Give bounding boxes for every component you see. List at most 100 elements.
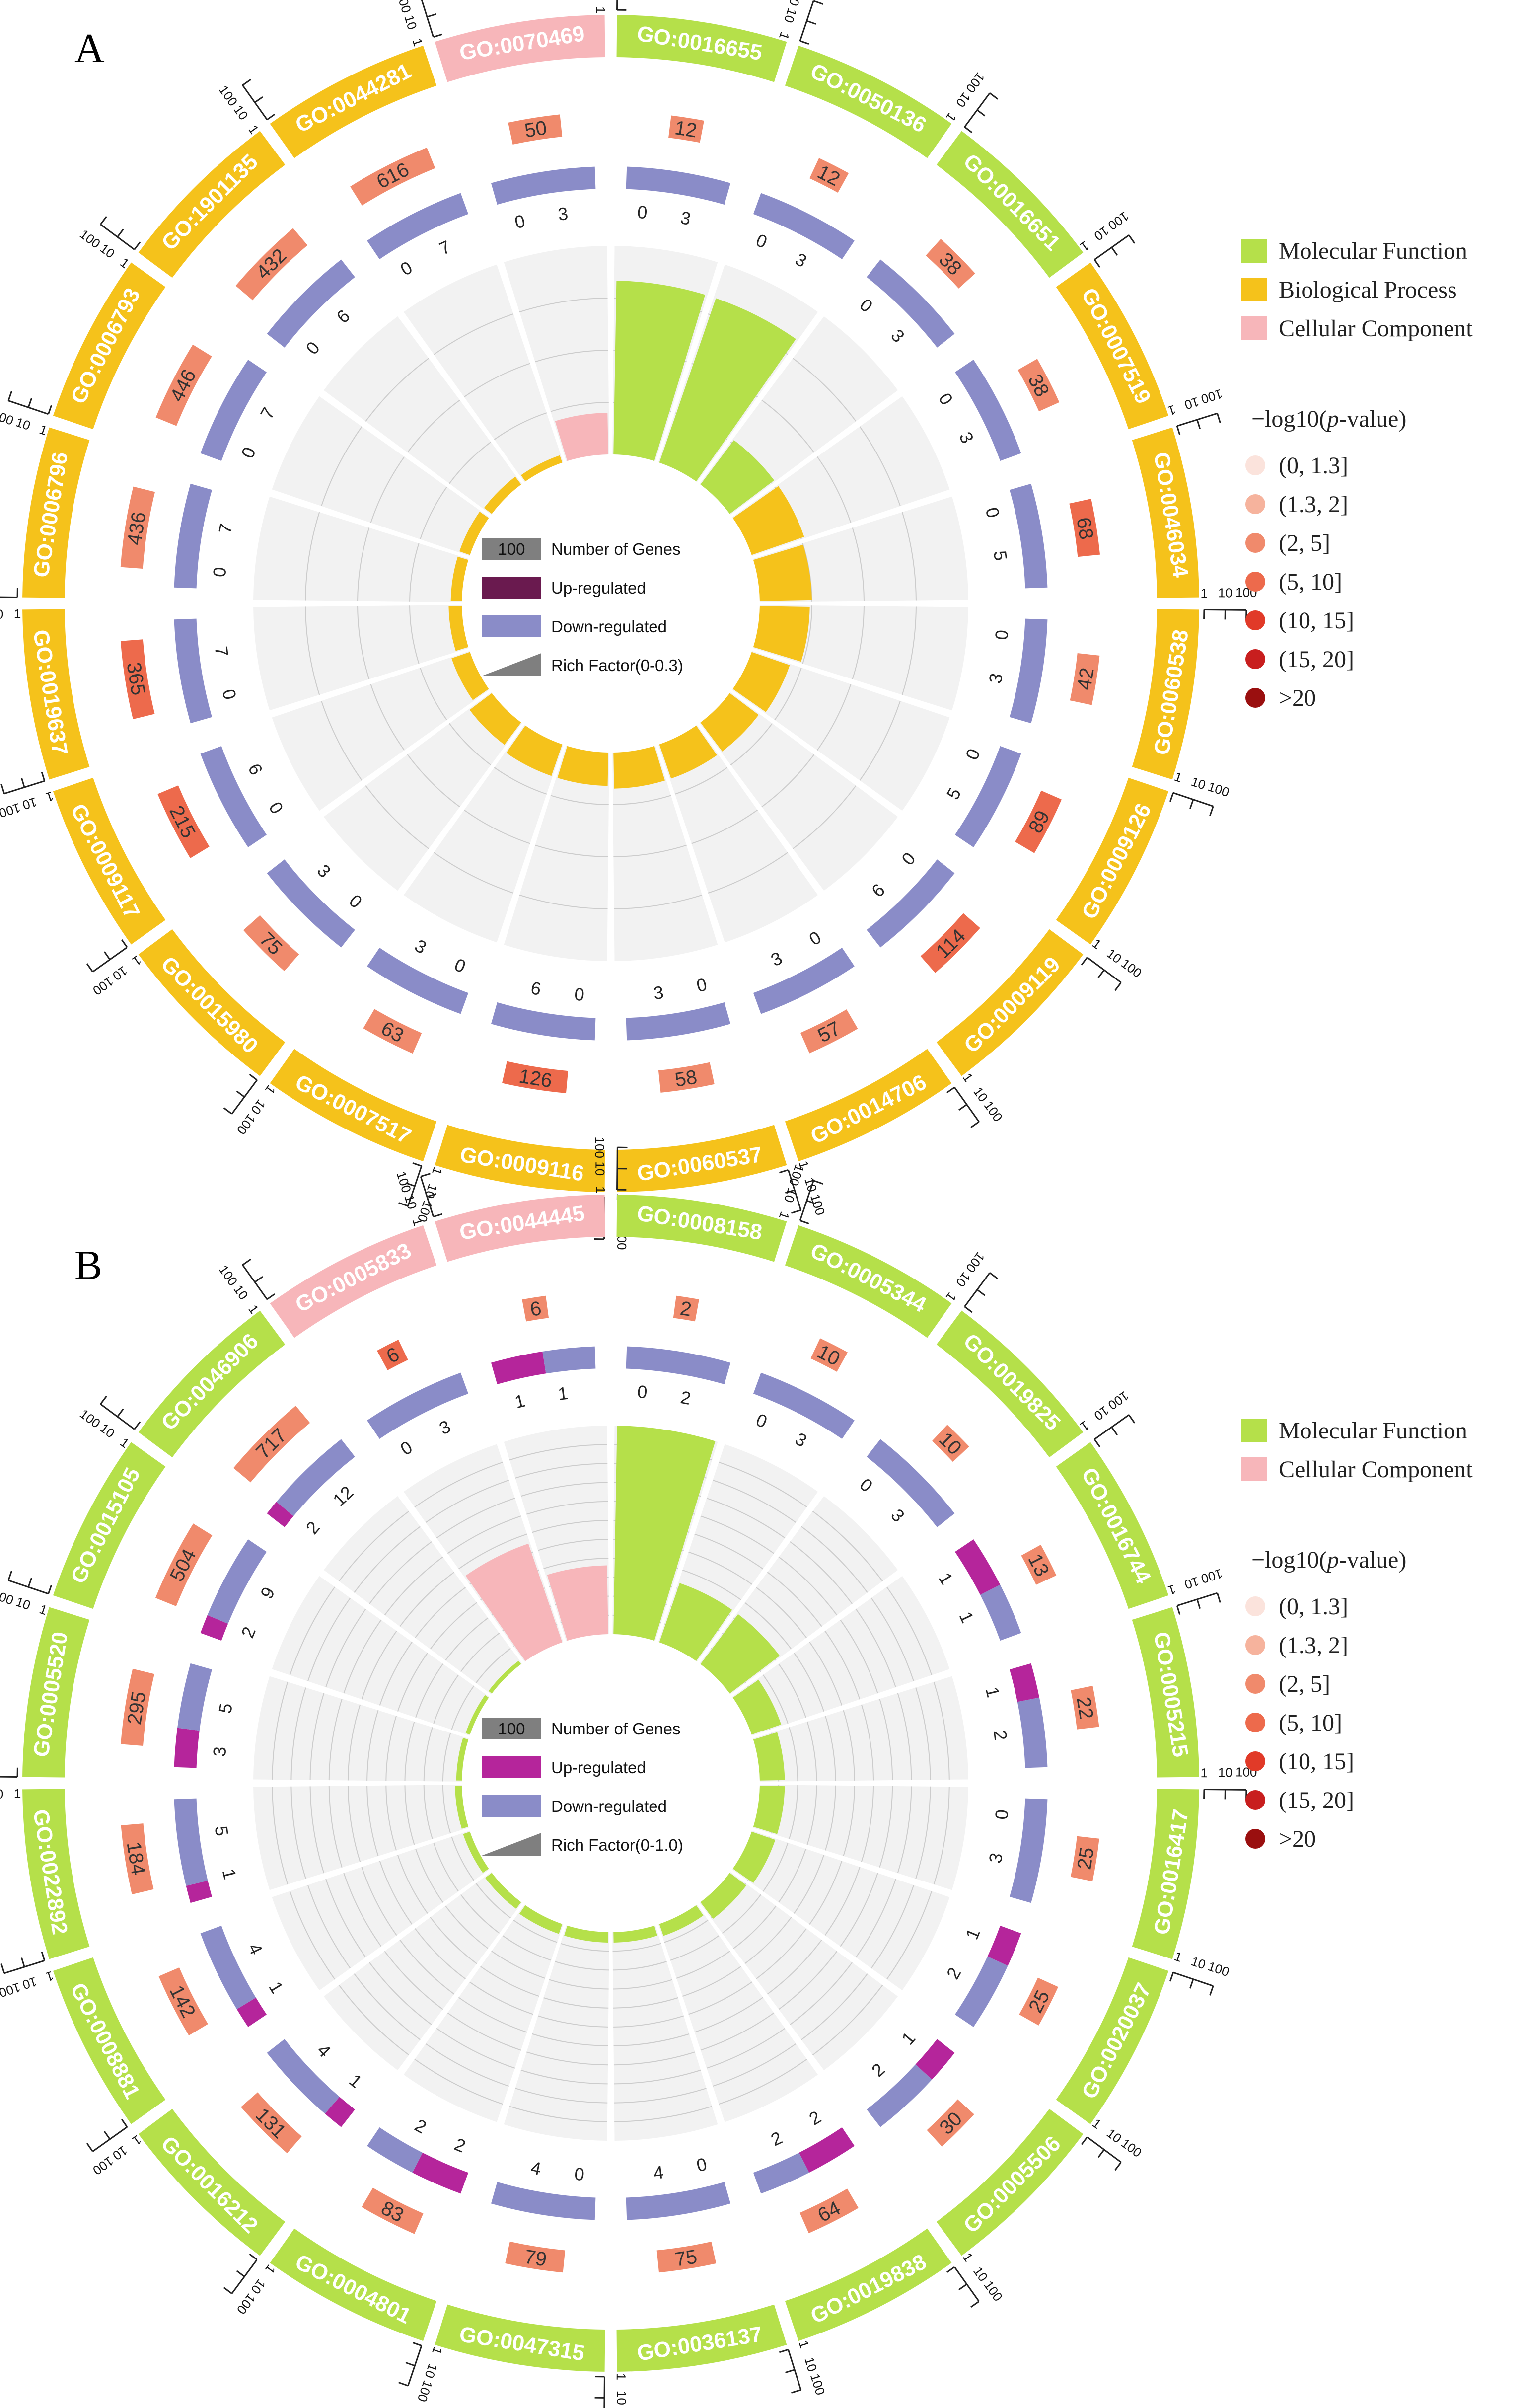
rich-track (323, 1872, 522, 2071)
grid-arc (442, 1732, 451, 1782)
grid-arc (549, 1979, 609, 1990)
grid-arc (688, 1551, 752, 1585)
gene-count-label: 12 (673, 117, 699, 142)
rich-factor-bar (506, 725, 563, 776)
tick-label: 100 (1199, 1566, 1224, 1586)
tick-mark (86, 963, 93, 973)
down-regulated-bar (626, 1002, 731, 1041)
grid-arc (767, 1939, 822, 1995)
tick-label: 100 (981, 1098, 1006, 1125)
down-count-label: 3 (653, 982, 665, 1003)
down-count-label: 4 (244, 1940, 267, 1957)
grid-arc (801, 1973, 868, 2040)
down-count-label: 4 (313, 2040, 335, 2061)
grid-arc (409, 605, 420, 664)
term-segment (1132, 609, 1199, 780)
grid-arc (843, 1710, 855, 1781)
rich-track (272, 396, 490, 556)
grid-arc (519, 298, 608, 313)
grid-arc (494, 767, 547, 795)
grid-arc (526, 2051, 608, 2066)
grid-arc (347, 1786, 361, 1862)
rich-factor-bar (659, 1905, 704, 1936)
grid-arc (290, 1687, 306, 1780)
tick-label: 10 (781, 1186, 800, 1204)
gene-count-bar (1021, 1544, 1057, 1585)
grid-arc (537, 2015, 608, 2028)
rich-track (753, 1676, 968, 1782)
tick-label: 10 (614, 2391, 629, 2405)
up-count-label: 0 (805, 927, 824, 949)
number-box-label: 100 (498, 540, 525, 558)
tick-label: 100 (963, 70, 988, 96)
rich-track (403, 725, 564, 943)
tick-mark (41, 1951, 46, 1961)
grid-arc (793, 785, 857, 849)
down-regulated-bar (753, 2152, 809, 2194)
up-count-label: 0 (856, 1474, 876, 1496)
grid-arc (790, 1962, 853, 2025)
down-regulated-label: Down-regulated (551, 617, 667, 636)
term-segment (785, 1049, 952, 1162)
grid-arc (434, 852, 514, 894)
tick-label: 10 (0, 606, 3, 621)
gene-count-bar (363, 1009, 422, 1054)
term-segment (616, 1125, 787, 1192)
grid-arc (789, 1785, 798, 1839)
tick-label: 1 (409, 37, 426, 48)
rich-track (272, 651, 490, 811)
rich-factor-bar (451, 652, 489, 700)
term-segment (936, 131, 1084, 278)
pvalue-bin-label: (5, 10] (1279, 1710, 1342, 1736)
tick-label: 100 (1105, 209, 1132, 233)
up-regulated-label: Up-regulated (551, 579, 646, 597)
rich-factor-bar (547, 1565, 608, 1641)
grid-arc (555, 1961, 609, 1971)
tick-mark (21, 1957, 25, 1967)
down-count-label: 6 (333, 305, 354, 327)
gene-count-bar (1017, 359, 1060, 412)
grid-arc (399, 1939, 455, 1995)
up-regulated-bar (955, 1539, 1001, 1595)
tick-mark (236, 2270, 245, 2277)
tick-axis (964, 1272, 991, 1307)
gene-count-bar (1015, 790, 1062, 853)
pvalue-bin-label: (2, 5] (1279, 530, 1330, 556)
up-count-label: 1 (345, 2070, 366, 2092)
tick-mark (964, 126, 973, 134)
tick-mark (791, 2389, 801, 2394)
grid-arc (901, 512, 917, 601)
up-count-label: 0 (574, 2164, 585, 2184)
rich-factor-bar (456, 1737, 469, 1781)
grid-arc (840, 1873, 878, 1947)
grid-arc (706, 2028, 786, 2069)
rich-factor-bar (700, 440, 775, 514)
tick-mark (1209, 1985, 1214, 1996)
pvalue-bin-label: (5, 10] (1279, 569, 1342, 595)
grid-arc (354, 1973, 421, 2040)
down-count-label: 3 (436, 1416, 453, 1439)
up-count-label: 2 (237, 1624, 260, 1641)
up-regulated-swatch (482, 1756, 541, 1778)
up-count-label: 0 (991, 1809, 1012, 1820)
grid-arc (272, 1681, 289, 1780)
gene-count-bar (121, 1823, 154, 1894)
tick-mark (1169, 1972, 1174, 1982)
pvalue-bin-label: (15, 20] (1279, 1787, 1354, 1813)
tick-label: 100 (90, 2154, 116, 2179)
down-count-label: 7 (256, 404, 279, 422)
gene-count-bar (927, 2099, 974, 2147)
tick-label: 1 (44, 789, 56, 805)
tick-mark (117, 1408, 124, 1418)
grid-arc (447, 1515, 521, 1554)
grid-arc (886, 1891, 933, 1980)
term-segment (22, 609, 90, 780)
rich-factor-bar (613, 281, 706, 461)
grid-arc (933, 1681, 950, 1780)
up-count-label: 0 (753, 229, 770, 252)
tick-mark (958, 2283, 967, 2291)
grid-arc (515, 1463, 608, 1479)
grid-arc (613, 2015, 684, 2028)
grid-arc (509, 2106, 607, 2122)
